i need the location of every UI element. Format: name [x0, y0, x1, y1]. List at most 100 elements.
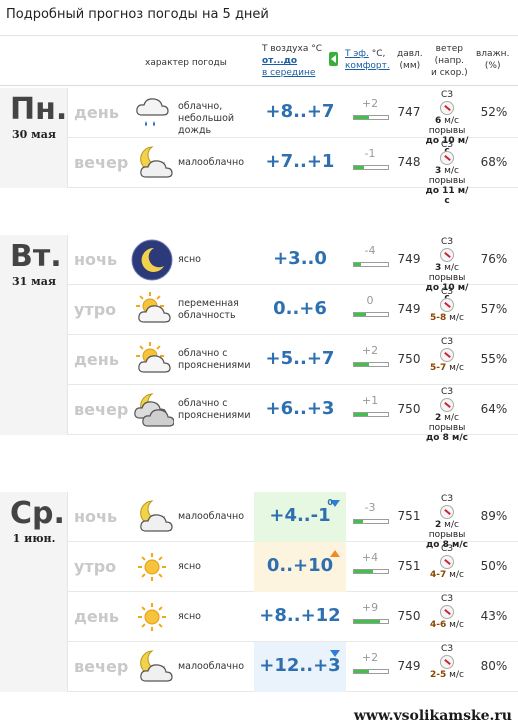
comfort-link[interactable]: комфорт. [345, 61, 390, 71]
sun-cloud-icon [136, 292, 171, 323]
wind-cell: СЗ 4-6 м/с [424, 594, 470, 630]
wind-cell: СЗ 5-8 м/с [424, 287, 470, 323]
header-humidity: влажн. (%) [476, 48, 509, 72]
moon-icon [131, 239, 173, 281]
wind-unit: м/с [444, 116, 459, 126]
forecast-row: день облачно, небольшой дождь +8..+7 +2 … [68, 88, 518, 156]
day-part: ночь [74, 507, 118, 526]
gust-label: порывы [428, 530, 466, 540]
pressure: 750 [397, 352, 421, 366]
wind-compass-icon [440, 398, 454, 412]
wind-unit: м/с [449, 670, 464, 680]
day-part: день [74, 607, 119, 626]
pressure: 751 [397, 509, 421, 523]
wind-label-2: (напр. [434, 56, 465, 66]
wind-compass-icon [440, 151, 454, 165]
header-wind: ветер (напр. и скор.) [431, 43, 468, 79]
day-date: 30 мая [12, 128, 56, 141]
temperature: 0..+10 [266, 555, 334, 576]
moon-cloud-icon [140, 500, 173, 532]
header-pressure: давл. (мм) [397, 48, 423, 72]
temperature-cell: +4..-1 0 [254, 492, 346, 542]
wind-compass-icon [440, 101, 454, 115]
pressure: 748 [397, 155, 421, 169]
wind-speed: 4-6 [430, 620, 447, 630]
wind-unit: м/с [449, 313, 464, 323]
sun-cloud-icon [136, 342, 171, 373]
sun-icon [138, 553, 166, 581]
weather-description: облачно, небольшой дождь [178, 101, 235, 136]
temperature-cell: 0..+6 [254, 285, 346, 335]
page-title: Подробный прогноз погоды на 5 дней [6, 7, 269, 22]
wind-unit: м/с [444, 520, 459, 530]
moon-cloud-icon [140, 146, 173, 178]
day-label: Вт. 31 мая [0, 235, 68, 435]
day-label: Пн. 30 мая [0, 88, 68, 188]
day-block: Ср. 1 июн. ночь малооблачно +4..-1 0 -3 7… [0, 492, 518, 692]
feels-like: +4 [361, 551, 379, 564]
feels-like: -1 [364, 147, 376, 160]
wind-direction: СЗ [440, 644, 454, 654]
wind-unit: м/с [449, 570, 464, 580]
weather-description: ясно [178, 611, 201, 622]
weather-description: ясно [178, 561, 201, 572]
temperature: +8..+7 [265, 101, 335, 122]
humidity: 52% [480, 105, 508, 119]
day-block: Вт. 31 мая ночь ясно +3..0 -4 749 СЗ 3 м/… [0, 235, 518, 443]
wind-cell: СЗ 4-7 м/с [424, 544, 470, 580]
temperature-cell: +8..+12 [254, 592, 346, 642]
moon-cloud-icon [140, 650, 173, 682]
arrow-down-icon [330, 500, 340, 507]
moon-clouds-icon [134, 393, 174, 427]
gust-value: до 8 м/с [426, 540, 468, 550]
wind-cell: СЗ 5-7 м/с [424, 337, 470, 373]
header-temperature: T воздуха °C от...до в середине [262, 43, 322, 79]
gust-label: порывы [428, 423, 466, 433]
wind-speed: 2 [435, 520, 442, 530]
humidity: 57% [480, 302, 508, 316]
day-part: вечер [74, 657, 129, 676]
collapse-toggle-icon[interactable] [329, 52, 338, 66]
temp-middle-link[interactable]: в середине [262, 68, 316, 78]
feels-like: +1 [361, 394, 379, 407]
wind-direction: СЗ [440, 387, 454, 397]
wind-compass-icon [440, 655, 454, 669]
comfort-bar [353, 569, 389, 574]
comfort-bar [353, 262, 389, 267]
comfort-bar [353, 362, 389, 367]
gust-label: порывы [428, 273, 466, 283]
weather-description: облачно с прояснениями [178, 398, 251, 421]
temp-range-link[interactable]: от...до [262, 56, 298, 66]
wind-speed: 5-8 [430, 313, 447, 323]
comfort-bar [353, 669, 389, 674]
day-label: Ср. 1 июн. [0, 492, 68, 692]
table-header: характер погоды T воздуха °C от...до в с… [0, 38, 518, 86]
pressure: 749 [397, 659, 421, 673]
wind-direction: СЗ [440, 544, 454, 554]
wind-cell: СЗ 2 м/с порывы до 8 м/с [424, 387, 470, 443]
wind-direction: СЗ [440, 287, 454, 297]
day-date: 1 июн. [12, 532, 56, 545]
feels-like: +2 [361, 344, 379, 357]
forecast-row: день облачно с прояснениями +5..+7 +2 75… [68, 335, 518, 385]
day-part: день [74, 350, 119, 369]
cloud-rain-icon [136, 98, 169, 126]
weather-description: облачно с прояснениями [178, 348, 251, 371]
wind-compass-icon [440, 505, 454, 519]
wind-cell: СЗ 3 м/с порывы до 10 м/с [424, 237, 470, 303]
feel-unit: °C, [371, 49, 386, 59]
feel-temp-link[interactable]: Т эф. [345, 49, 369, 59]
wind-compass-icon [440, 248, 454, 262]
temperature: +6..+3 [265, 398, 335, 419]
comfort-bar [353, 165, 389, 170]
feels-like: 0 [366, 294, 374, 307]
day-name: Пн. [10, 92, 68, 127]
gust-value: до 8 м/с [426, 433, 468, 443]
day-part: день [74, 103, 119, 122]
wind-cell: СЗ 2-5 м/с [424, 644, 470, 680]
day-part: утро [74, 557, 117, 576]
feels-like: +2 [361, 651, 379, 664]
wind-cell: СЗ 3 м/с порывы до 11 м/с [424, 140, 470, 206]
comfort-bar [353, 312, 389, 317]
humidity: 76% [480, 252, 508, 266]
